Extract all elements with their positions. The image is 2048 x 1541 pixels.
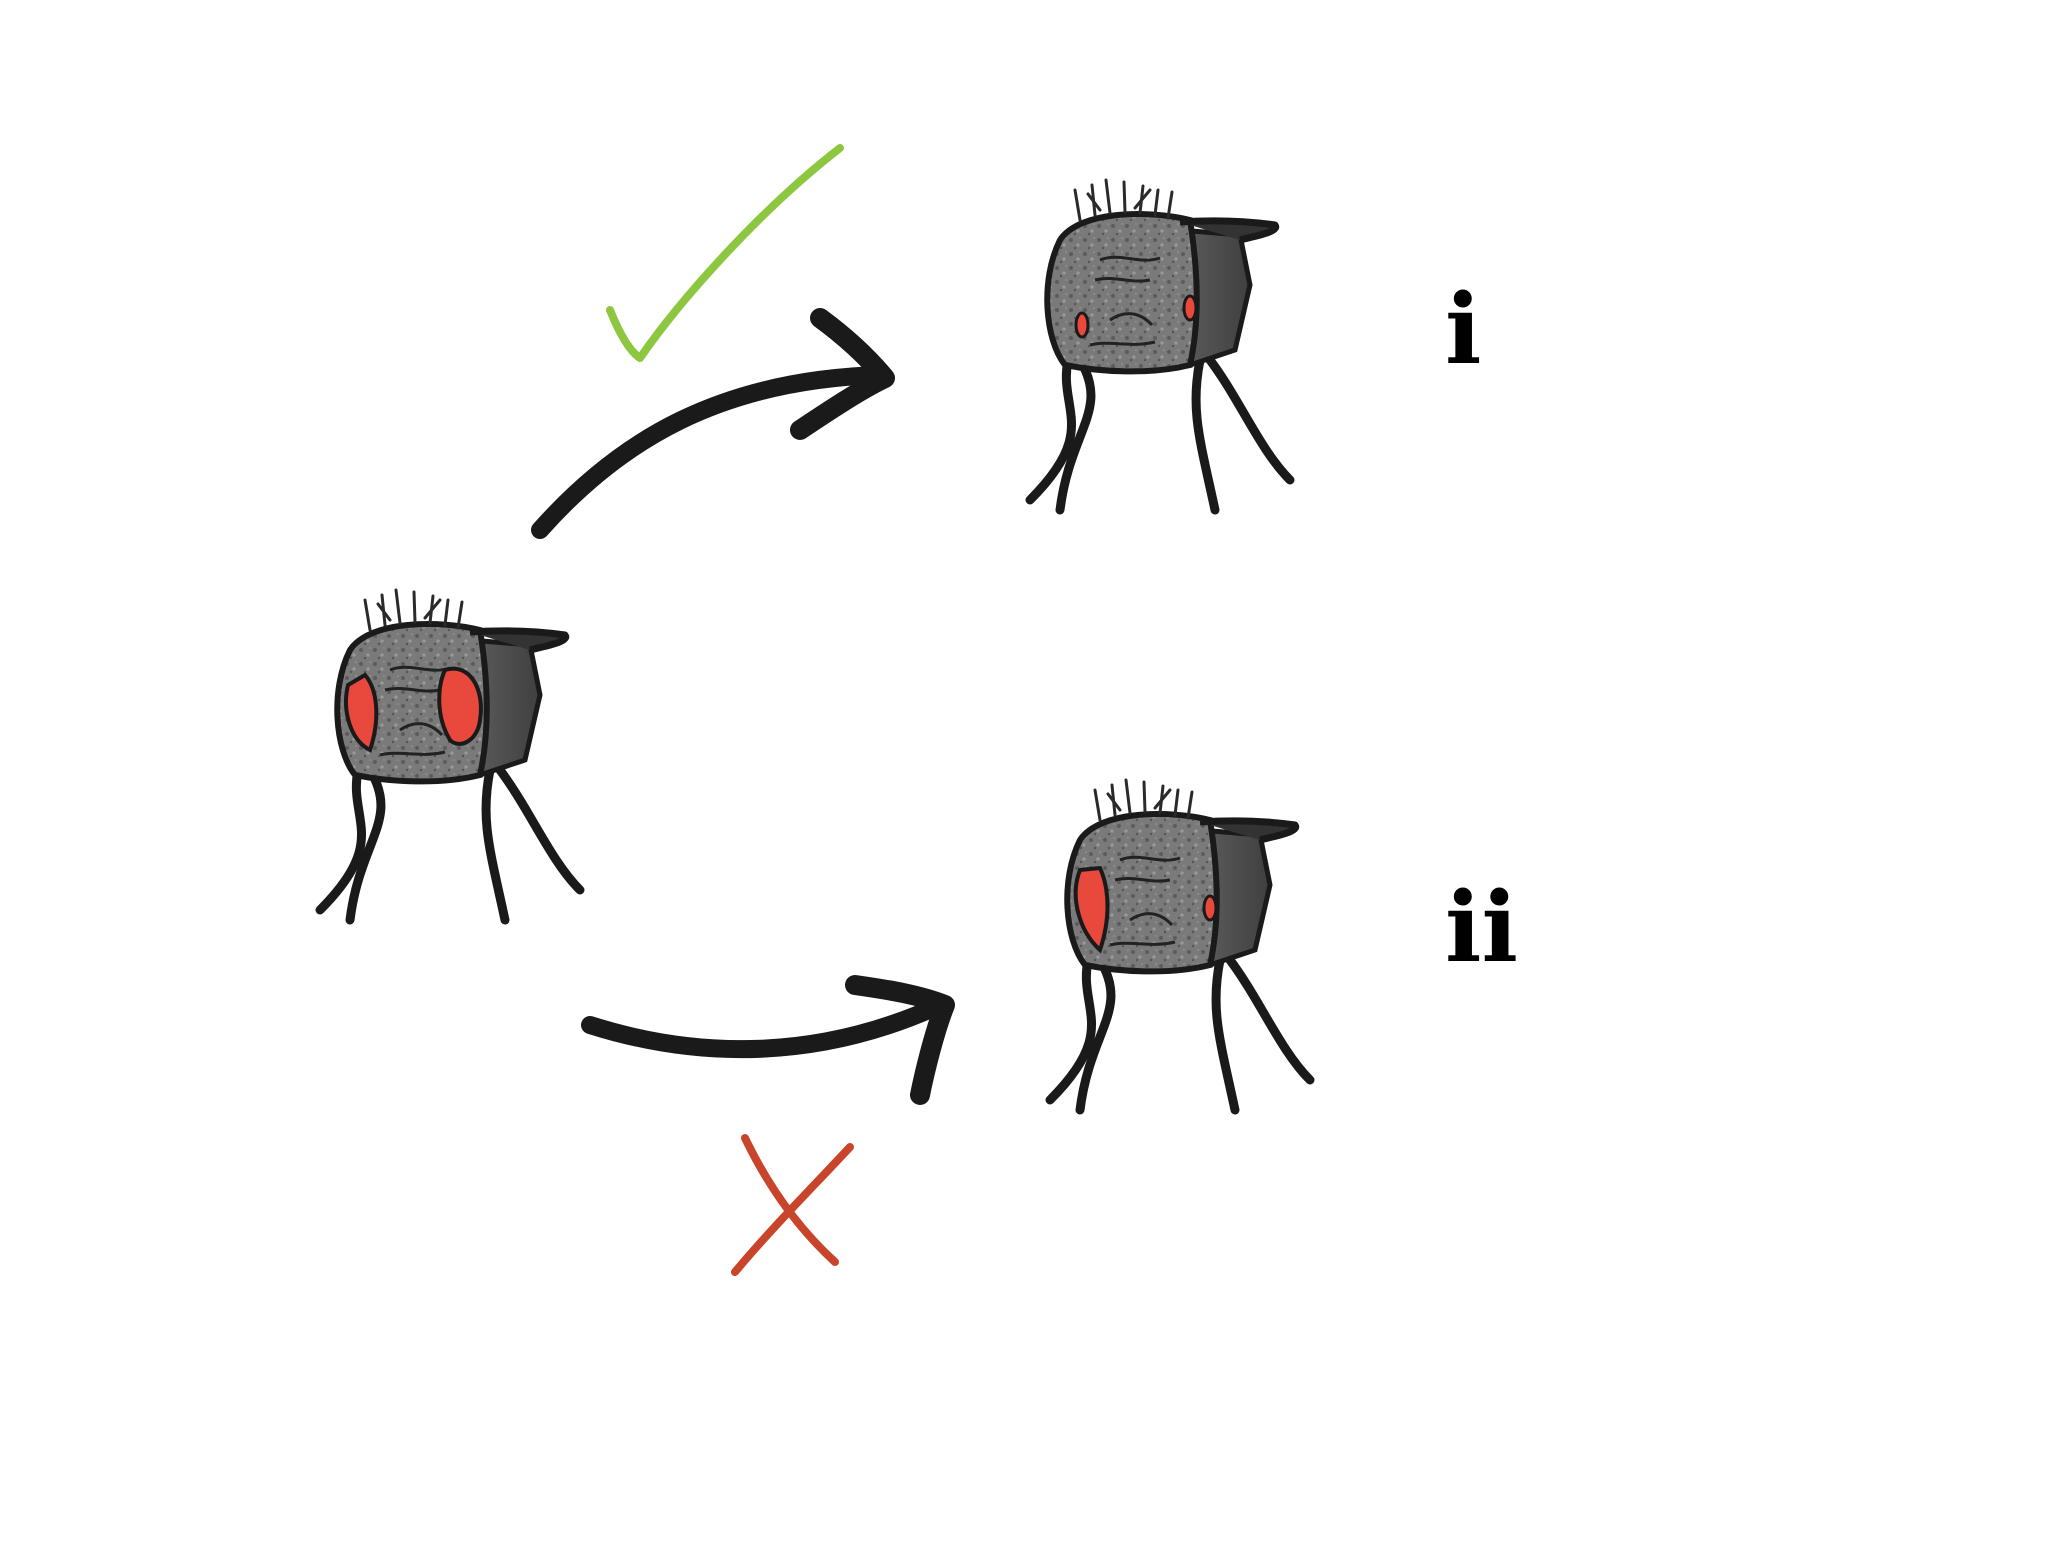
- outcome-ii-label: ii: [1445, 871, 1518, 984]
- outcome-i-right-eye: [1182, 294, 1198, 322]
- parent-right-eye: [437, 666, 483, 746]
- outcome-i-left-eye: [1074, 311, 1090, 339]
- outcome-ii-right-eye: [1202, 894, 1218, 922]
- arrow-to-outcome-ii: [581, 975, 955, 1105]
- outcome-ii-fly: [1050, 780, 1310, 1110]
- outcome-i-fly: [1030, 180, 1290, 510]
- check-mark-icon: [606, 144, 844, 362]
- parent-left-eye: [344, 672, 379, 753]
- outcome-ii-left-eye: [1073, 865, 1110, 954]
- outcome-i-label: i: [1445, 273, 1482, 386]
- cross-mark-icon: [731, 1134, 854, 1276]
- parent-fly: [320, 590, 580, 920]
- arrow-to-outcome-i: [531, 308, 895, 539]
